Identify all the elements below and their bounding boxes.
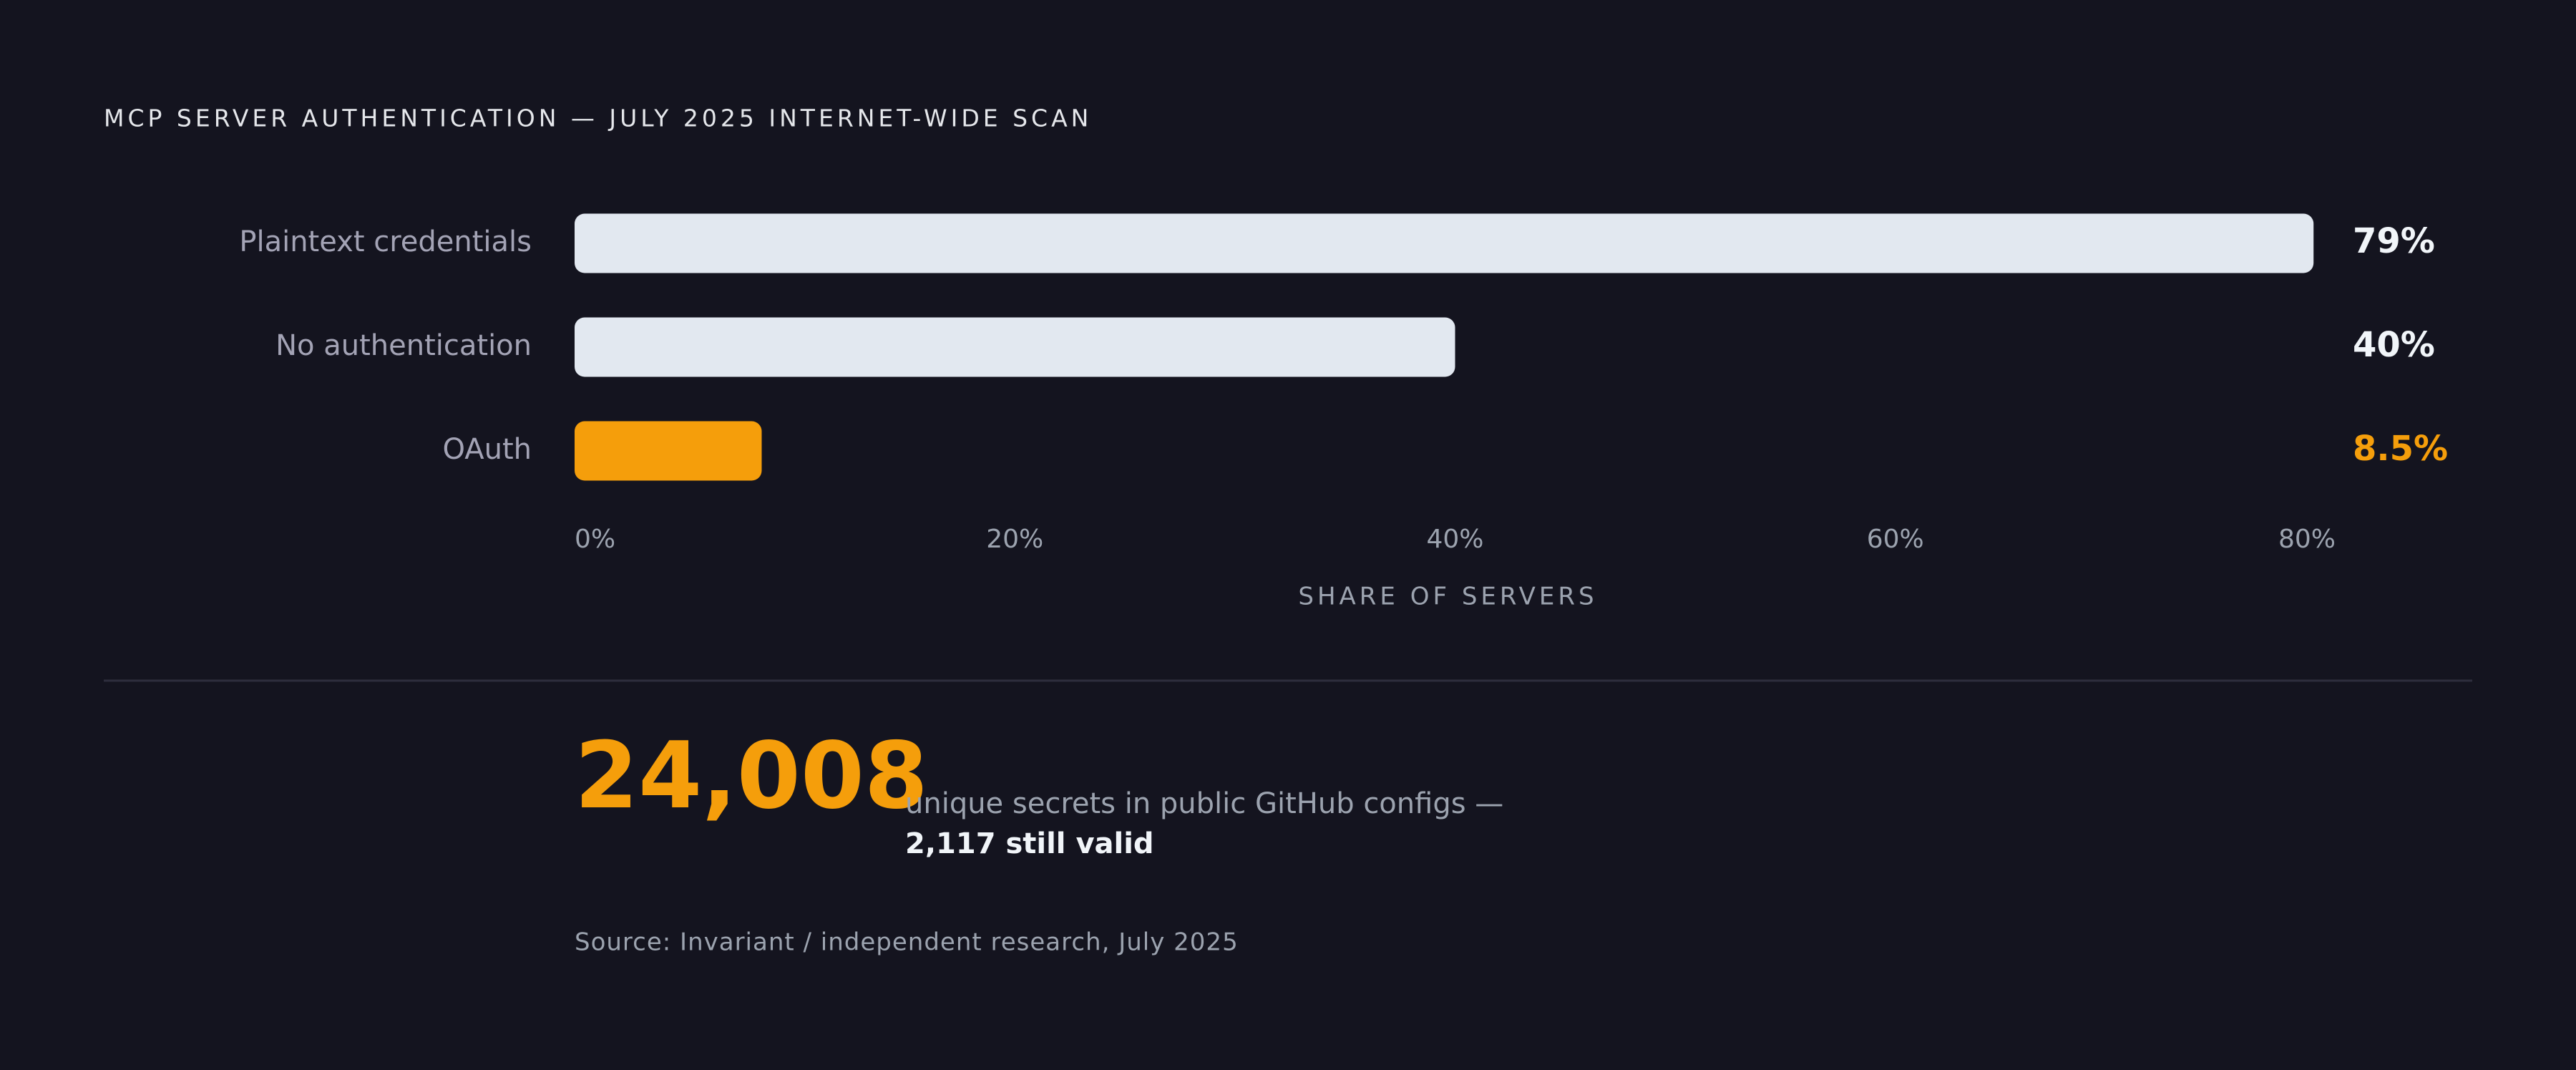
- category-label: Plaintext credentials: [239, 225, 532, 258]
- stat-emphasis: 2,117 still valid: [905, 827, 1154, 860]
- x-tick-label: 0%: [575, 525, 615, 554]
- x-tick-label: 20%: [986, 525, 1043, 554]
- x-axis-title: SHARE OF SERVERS: [1298, 583, 1597, 611]
- stat-text: unique secrets in public GitHub configs …: [905, 787, 1503, 820]
- value-label: 8.5%: [2353, 429, 2448, 469]
- bar: [575, 213, 2314, 273]
- category-label: OAuth: [442, 433, 532, 466]
- bar: [575, 421, 762, 481]
- value-label: 79%: [2353, 221, 2435, 261]
- source: Source: Invariant / independent research…: [575, 928, 1239, 957]
- value-label: 40%: [2353, 325, 2435, 365]
- x-tick-label: 40%: [1426, 525, 1483, 554]
- bar: [575, 317, 1455, 377]
- x-tick-label: 80%: [2278, 525, 2336, 554]
- chart-title: MCP SERVER AUTHENTICATION — JULY 2025 IN…: [104, 104, 1092, 132]
- stat-value: 24,008: [575, 723, 928, 830]
- x-tick-label: 60%: [1867, 525, 1924, 554]
- category-label: No authentication: [275, 329, 532, 362]
